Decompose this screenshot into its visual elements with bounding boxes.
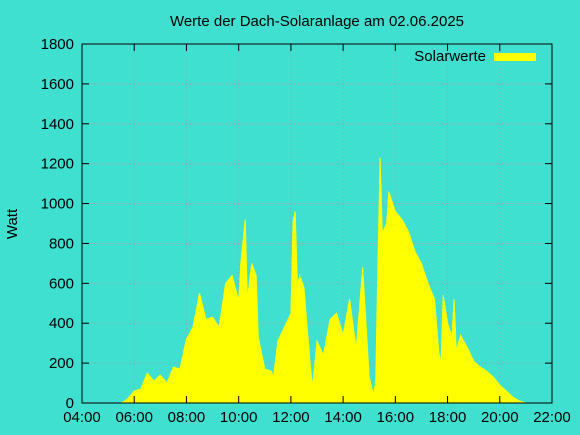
x-tick-label: 08:00 bbox=[168, 409, 206, 426]
legend-swatch-solarwerte bbox=[494, 53, 536, 61]
y-tick-label: 1800 bbox=[41, 36, 74, 53]
y-tick-label: 1200 bbox=[41, 156, 74, 173]
y-tick-label: 600 bbox=[49, 275, 74, 292]
y-tick-label: 1400 bbox=[41, 116, 74, 133]
plot-area bbox=[119, 157, 527, 404]
y-tick-label: 200 bbox=[49, 355, 74, 372]
y-tick-label: 1600 bbox=[41, 76, 74, 93]
y-tick-label: 400 bbox=[49, 315, 74, 332]
y-tick-label: 1000 bbox=[41, 196, 74, 213]
x-tick-label: 14:00 bbox=[324, 409, 362, 426]
y-tick-label: 800 bbox=[49, 235, 74, 252]
x-tick-label: 10:00 bbox=[220, 409, 258, 426]
x-tick-label: 20:00 bbox=[481, 409, 519, 426]
x-tick-label: 18:00 bbox=[429, 409, 467, 426]
plot-frame bbox=[81, 43, 553, 404]
x-tick-label: 06:00 bbox=[115, 409, 153, 426]
x-tick-label: 22:00 bbox=[533, 409, 571, 426]
series-area-solarwerte bbox=[119, 157, 527, 404]
x-tick-label: 12:00 bbox=[272, 409, 310, 426]
y-axis-label: Watt bbox=[4, 208, 21, 239]
legend-label-solarwerte: Solarwerte bbox=[414, 48, 486, 65]
x-tick-label: 16:00 bbox=[377, 409, 415, 426]
y-tick-label: 0 bbox=[66, 395, 74, 412]
axis-ticks: 0 200 400 600 800 1000 1200 1400 1600 1800 04:00 06… bbox=[41, 36, 571, 426]
x-tick-label: 04:00 bbox=[63, 409, 101, 426]
legend: Solarwerte bbox=[414, 48, 536, 65]
chart-title: Werte der Dach-Solaranlage am 02.06.2025 bbox=[170, 13, 464, 30]
